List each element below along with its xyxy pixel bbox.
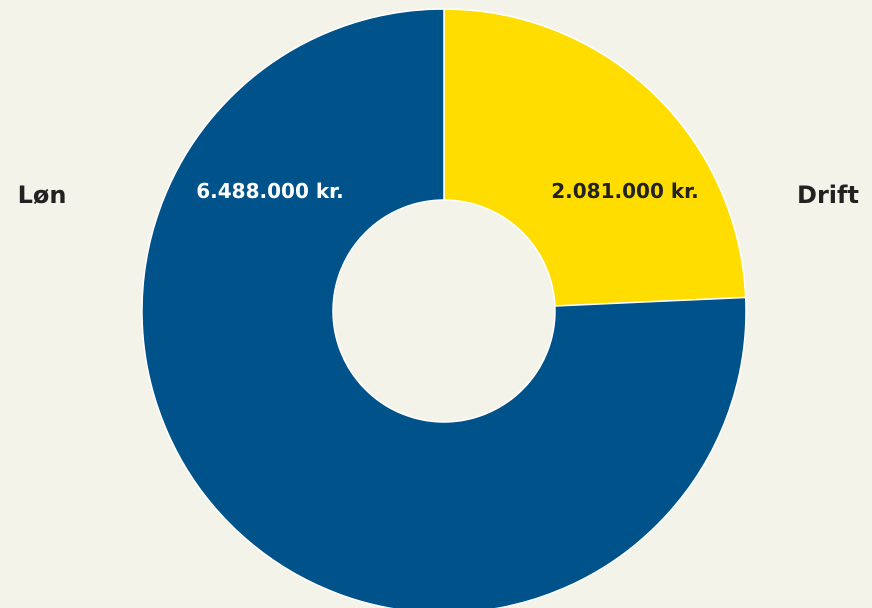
donut-hole xyxy=(332,199,556,423)
slice-value-label-drift: 2.081.000 kr. xyxy=(551,179,698,203)
slice-value-label-lon: 6.488.000 kr. xyxy=(196,179,343,203)
slice-name-label-lon: Løn xyxy=(18,181,67,209)
slice-name-label-drift: Drift xyxy=(797,181,859,209)
